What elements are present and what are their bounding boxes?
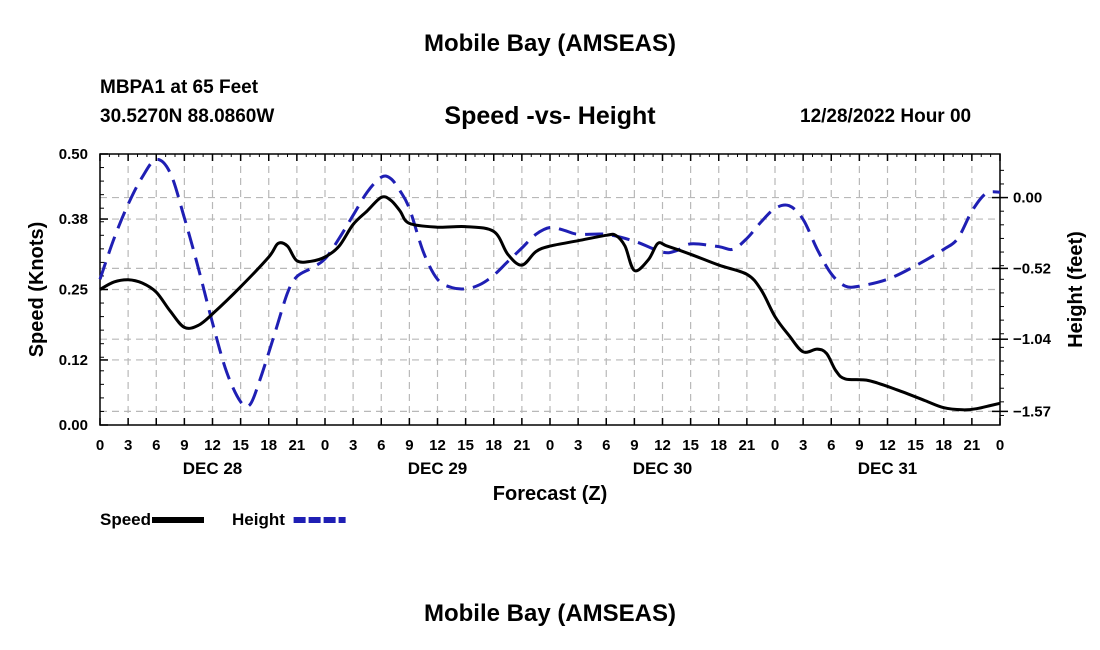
x-day-label: DEC 28 xyxy=(183,459,243,478)
x-axis-label: Forecast (Z) xyxy=(493,483,607,505)
x-tick-label: 9 xyxy=(405,437,413,454)
y-left-tick-label: 0.12 xyxy=(59,352,88,369)
x-day-label: DEC 31 xyxy=(858,459,918,478)
x-tick-label: 6 xyxy=(602,437,610,454)
x-tick-label: 3 xyxy=(349,437,357,454)
station-label: MBPA1 at 65 Feet xyxy=(100,77,259,98)
x-tick-label: 0 xyxy=(996,437,1004,454)
y-left-tick-label: 0.50 xyxy=(59,146,88,163)
x-tick-label: 0 xyxy=(321,437,329,454)
chart-super-title: Mobile Bay (AMSEAS) xyxy=(423,30,677,57)
x-tick-label: 15 xyxy=(232,437,249,454)
x-tick-label: 18 xyxy=(935,437,952,454)
x-tick-label: 18 xyxy=(710,437,727,454)
chart-title: Speed -vs- Height xyxy=(444,102,656,130)
y-right-tick-label: −1.04 xyxy=(1013,331,1052,348)
x-tick-label: 18 xyxy=(485,437,502,454)
x-tick-label: 21 xyxy=(739,437,756,454)
x-tick-label: 15 xyxy=(682,437,699,454)
x-tick-label: 15 xyxy=(907,437,924,454)
x-tick-label: 0 xyxy=(771,437,779,454)
y-right-tick-label: −0.52 xyxy=(1013,260,1051,277)
coordinates-label: 30.5270N 88.0860W xyxy=(100,106,275,127)
x-tick-label: 9 xyxy=(855,437,863,454)
legend-label: Height xyxy=(232,510,285,529)
y-left-tick-label: 0.25 xyxy=(59,282,88,299)
y-right-tick-label: 0.00 xyxy=(1013,190,1042,207)
x-tick-label: 12 xyxy=(204,437,221,454)
x-tick-label: 12 xyxy=(879,437,896,454)
datetime-label: 12/28/2022 Hour 00 xyxy=(800,106,972,127)
y-left-tick-label: 0.38 xyxy=(59,211,88,228)
y-right-axis-label: Height (feet) xyxy=(1065,231,1087,348)
y-left-axis-label: Speed (Knots) xyxy=(26,222,48,358)
x-tick-label: 3 xyxy=(574,437,582,454)
footer-title: Mobile Bay (AMSEAS) xyxy=(423,600,677,627)
x-tick-label: 9 xyxy=(630,437,638,454)
x-day-label: DEC 30 xyxy=(633,459,693,478)
x-tick-label: 12 xyxy=(429,437,446,454)
x-tick-label: 3 xyxy=(799,437,807,454)
y-right-tick-label: −1.57 xyxy=(1013,403,1051,420)
x-tick-label: 6 xyxy=(377,437,385,454)
x-tick-label: 21 xyxy=(964,437,981,454)
x-tick-label: 6 xyxy=(827,437,835,454)
x-day-label: DEC 29 xyxy=(408,459,468,478)
speed-series-line xyxy=(99,195,1001,412)
x-tick-label: 21 xyxy=(289,437,306,454)
x-tick-label: 0 xyxy=(546,437,554,454)
x-tick-label: 0 xyxy=(96,437,104,454)
x-tick-label: 9 xyxy=(180,437,188,454)
x-tick-label: 21 xyxy=(514,437,531,454)
x-tick-label: 6 xyxy=(152,437,160,454)
x-tick-label: 3 xyxy=(124,437,132,454)
x-tick-label: 15 xyxy=(457,437,474,454)
y-left-tick-label: 0.00 xyxy=(59,417,88,434)
legend-label: Speed xyxy=(100,510,151,529)
x-tick-label: 12 xyxy=(654,437,671,454)
x-tick-label: 18 xyxy=(260,437,277,454)
height-series-line xyxy=(98,157,1001,409)
